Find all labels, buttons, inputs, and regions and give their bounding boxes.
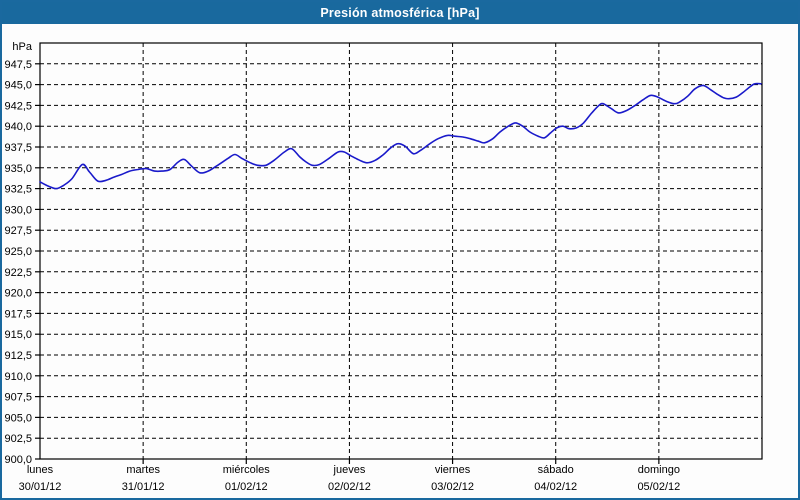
pressure-line	[39, 82, 762, 190]
x-day-date: 05/02/12	[637, 481, 680, 493]
x-day-date: 30/01/12	[19, 481, 62, 493]
x-axis-labels: lunes 30/01/12 martes 31/01/12 miércoles 01/0…	[19, 464, 681, 493]
y-tick-label: 907,5	[4, 392, 32, 404]
y-tick-label: 905,0	[4, 412, 32, 424]
x-day-date: 31/01/12	[122, 481, 165, 493]
y-tick-label: 910,0	[4, 371, 32, 383]
x-day-date: 04/02/12	[534, 481, 577, 493]
x-day-name: martes	[126, 464, 160, 476]
chart-title-bar: Presión atmosférica [hPa]	[2, 2, 798, 24]
gridlines	[40, 43, 762, 459]
chart-title: Presión atmosférica [hPa]	[320, 6, 480, 20]
y-tick-label: 947,5	[4, 59, 32, 71]
y-tick-label: 932,5	[4, 184, 32, 196]
y-tick-label: 945,0	[4, 80, 32, 92]
y-tick-label: 902,5	[4, 433, 32, 445]
y-tick-label: 930,0	[4, 204, 32, 216]
y-tick-label: 940,0	[4, 121, 32, 133]
pressure-series-path	[39, 82, 762, 190]
x-day-name: lunes	[27, 464, 54, 476]
x-day-date: 02/02/12	[328, 481, 371, 493]
y-tick-label: 917,5	[4, 308, 32, 320]
y-axis-unit-label: hPa	[12, 41, 32, 53]
x-day-name: viernes	[435, 464, 471, 476]
y-axis-labels: 900,0 902,5 905,0 907,5 910,0 912,5 915,0 917,5…	[4, 41, 32, 466]
y-tick-label: 925,0	[4, 246, 32, 258]
x-day-date: 03/02/12	[431, 481, 474, 493]
axes	[35, 42, 763, 464]
y-tick-label: 942,5	[4, 100, 32, 112]
x-day-name: jueves	[333, 464, 366, 476]
x-day-name: sábado	[538, 464, 574, 476]
y-tick-label: 927,5	[4, 225, 32, 237]
y-tick-label: 920,0	[4, 288, 32, 300]
x-day-name: domingo	[638, 464, 680, 476]
y-tick-label: 900,0	[4, 454, 32, 466]
y-tick-label: 937,5	[4, 142, 32, 154]
x-day-name: miércoles	[223, 464, 271, 476]
y-tick-label: 922,5	[4, 267, 32, 279]
x-day-date: 01/02/12	[225, 481, 268, 493]
y-tick-label: 912,5	[4, 350, 32, 362]
y-tick-label: 935,0	[4, 163, 32, 175]
y-tick-label: 915,0	[4, 329, 32, 341]
